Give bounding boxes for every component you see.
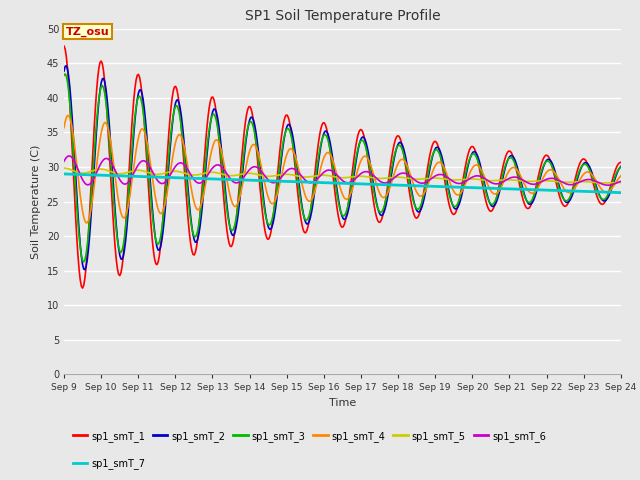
sp1_smT_7 (566, 188, 573, 194)
sp1_smT_5 (617, 180, 625, 185)
sp1_smT_6 (399, 170, 407, 176)
sp1_smT_7 (234, 177, 241, 182)
sp1_smT_2 (374, 205, 381, 211)
sp1_smT_6 (296, 171, 304, 177)
sp1_smT_6 (373, 176, 381, 181)
sp1_smT_2 (63, 63, 70, 69)
sp1_smT_1 (470, 145, 478, 151)
sp1_smT_4 (617, 173, 625, 179)
sp1_smT_7 (469, 185, 477, 191)
sp1_smT_3 (298, 201, 305, 206)
sp1_smT_6 (60, 158, 68, 164)
sp1_smT_3 (617, 164, 625, 170)
sp1_smT_2 (617, 164, 625, 169)
sp1_smT_5 (372, 175, 380, 181)
sp1_smT_4 (298, 177, 305, 183)
sp1_smT_1 (296, 209, 304, 215)
sp1_smT_5 (566, 179, 573, 185)
sp1_smT_6 (617, 179, 625, 184)
sp1_smT_6 (470, 173, 478, 179)
sp1_smT_3 (401, 155, 408, 161)
sp1_smT_7 (372, 181, 380, 187)
sp1_smT_4 (568, 189, 576, 194)
sp1_smT_1 (399, 150, 407, 156)
sp1_smT_2 (60, 68, 68, 74)
Text: TZ_osu: TZ_osu (66, 26, 109, 36)
sp1_smT_1 (60, 43, 68, 49)
Line: sp1_smT_6: sp1_smT_6 (64, 156, 621, 185)
X-axis label: Time: Time (329, 398, 356, 408)
sp1_smT_5 (601, 180, 609, 186)
sp1_smT_2 (472, 149, 479, 155)
Line: sp1_smT_2: sp1_smT_2 (64, 66, 621, 270)
sp1_smT_2 (401, 150, 408, 156)
sp1_smT_6 (234, 180, 242, 185)
Line: sp1_smT_3: sp1_smT_3 (64, 74, 621, 262)
sp1_smT_4 (472, 162, 479, 168)
sp1_smT_2 (298, 197, 305, 203)
sp1_smT_3 (60, 72, 68, 78)
sp1_smT_5 (295, 173, 303, 179)
sp1_smT_6 (604, 182, 612, 188)
Line: sp1_smT_4: sp1_smT_4 (64, 116, 621, 223)
sp1_smT_1 (234, 194, 242, 200)
sp1_smT_4 (60, 125, 68, 131)
sp1_smT_3 (61, 71, 69, 77)
sp1_smT_3 (568, 190, 576, 195)
Line: sp1_smT_7: sp1_smT_7 (64, 174, 621, 192)
Title: SP1 Soil Temperature Profile: SP1 Soil Temperature Profile (244, 10, 440, 24)
sp1_smT_2 (568, 193, 576, 199)
sp1_smT_6 (567, 182, 575, 188)
Legend: sp1_smT_7: sp1_smT_7 (69, 455, 149, 473)
sp1_smT_1 (373, 215, 381, 220)
sp1_smT_7 (295, 179, 303, 185)
sp1_smT_3 (80, 259, 88, 265)
sp1_smT_1 (617, 159, 625, 165)
sp1_smT_3 (236, 190, 243, 195)
sp1_smT_7 (617, 190, 625, 195)
sp1_smT_4 (401, 158, 408, 164)
sp1_smT_5 (399, 175, 406, 180)
Y-axis label: Soil Temperature (C): Soil Temperature (C) (31, 144, 41, 259)
sp1_smT_5 (60, 165, 68, 171)
sp1_smT_6 (65, 153, 72, 159)
sp1_smT_3 (374, 206, 381, 212)
sp1_smT_5 (234, 172, 241, 178)
sp1_smT_4 (83, 220, 90, 226)
sp1_smT_3 (472, 153, 479, 158)
sp1_smT_4 (374, 186, 381, 192)
sp1_smT_4 (236, 195, 243, 201)
sp1_smT_2 (236, 200, 243, 205)
Line: sp1_smT_5: sp1_smT_5 (64, 168, 621, 183)
sp1_smT_5 (469, 176, 477, 182)
sp1_smT_7 (60, 171, 68, 177)
sp1_smT_7 (399, 182, 406, 188)
sp1_smT_2 (81, 267, 89, 273)
sp1_smT_4 (63, 113, 71, 119)
sp1_smT_1 (79, 285, 86, 291)
sp1_smT_1 (567, 193, 575, 199)
Line: sp1_smT_1: sp1_smT_1 (64, 46, 621, 288)
